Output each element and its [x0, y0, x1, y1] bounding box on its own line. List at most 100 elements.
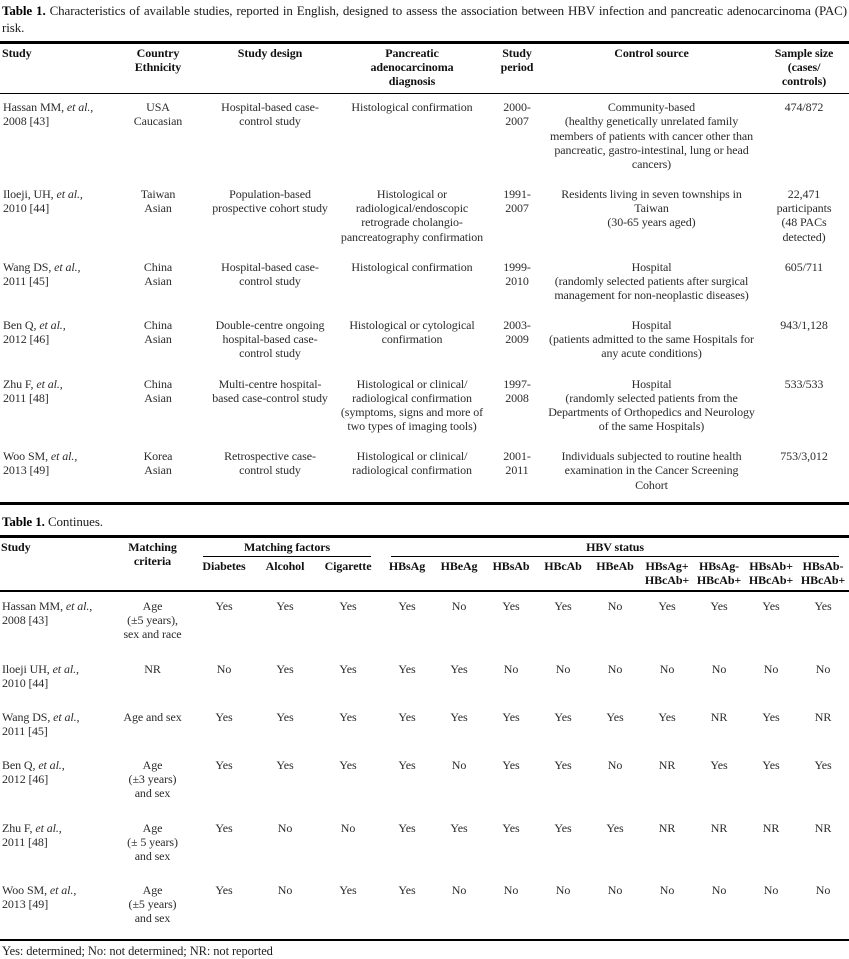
cell-hbsab-pos-hbcab-pos: Yes	[762, 758, 780, 773]
study-name: Zhu F,	[3, 376, 34, 391]
cell-design: Hospital-based case-control study	[221, 100, 319, 129]
col-header-country-ethnicity: Country Ethnicity	[110, 42, 206, 95]
cell-design: Retrospective case-control study	[224, 449, 316, 478]
cell-sample: 22,471 participants (48 PACs detected)	[776, 187, 832, 244]
table1-caption: Table 1. Characteristics of available st…	[0, 0, 849, 41]
cell-hbeab: No	[589, 590, 642, 655]
col-header-alcohol: Alcohol	[265, 558, 305, 573]
cell-control: Hospital (randomly selected patients aft…	[554, 259, 749, 302]
table1-header-row: Study Country Ethnicity Study design Pan…	[0, 42, 849, 95]
continues-text: Continues.	[47, 513, 103, 529]
cell-hbsab-pos-hbcab-pos: Yes	[745, 590, 798, 655]
cell-study: Zhu F, et al., 2011 [48]	[0, 814, 112, 876]
cell-matching-criteria: Age (±5 years) and sex	[128, 883, 177, 926]
cell-hbsag: Yes	[381, 590, 434, 655]
col-header-study: Study	[0, 42, 110, 95]
cell-cigarette: No	[340, 820, 356, 835]
cell-hbeag: No	[451, 758, 467, 773]
cell-diabetes: Yes	[215, 758, 233, 773]
cell-sample: 474/872	[784, 100, 824, 115]
cell-hbeab: No	[607, 758, 623, 773]
group-header-hbv-status: HBV status	[381, 536, 849, 557]
cell-matching-criteria: Age (±3 years) and sex	[128, 758, 177, 801]
cell-matching-criteria: NR	[144, 661, 161, 676]
cell-country: China Asian	[143, 318, 173, 347]
cell-sample: 753/3,012	[780, 449, 828, 464]
cell-diagnosis: Histological confirmation	[351, 259, 473, 274]
cell-hbcab: No	[555, 661, 571, 676]
cell-hbcab: Yes	[554, 820, 572, 835]
cell-hbsab-neg-hbcab-pos: No	[815, 883, 831, 898]
study-year: 2010 [44]	[3, 201, 50, 216]
cell-hbsag-neg-hbcab-pos: NR	[710, 709, 728, 724]
table1: Study Country Ethnicity Study design Pan…	[0, 40, 849, 505]
col-header-hbsag-pos-hbcab-pos: HBsAg+ HBcAb+	[644, 558, 690, 587]
cell-period: 2001- 2011	[503, 449, 531, 478]
cell-matching-criteria: Age (±5 years), sex and race	[112, 590, 193, 655]
table2-header-row-subcols: Diabetes Alcohol Cigarette HBsAg HBeAg H…	[0, 557, 849, 591]
continues-label: Table 1.	[2, 513, 45, 529]
cell-alcohol: No	[277, 820, 293, 835]
cell-hbsab-pos-hbcab-pos: NR	[762, 820, 780, 835]
table2-row: Wang DS, et al., 2011 [45] Age and sex Yes Y…	[0, 703, 849, 751]
col-header-hbsag: HBsAg	[388, 558, 426, 573]
study-name: Ben Q,	[3, 318, 37, 333]
study-year: 2012 [46]	[2, 772, 49, 787]
table1-caption-text: Characteristics of available studies, re…	[2, 3, 847, 35]
cell-country: Taiwan Asian	[140, 187, 176, 216]
col-header-study-period: Study period	[490, 42, 544, 95]
study-etal: et al.,	[49, 883, 77, 898]
cell-study: Iloeji UH, et al., 2010 [44]	[0, 655, 112, 703]
cell-hbsab: No	[503, 883, 519, 898]
cell-hbsag-pos-hbcab-pos: Yes	[658, 709, 676, 724]
cell-sample: 943/1,128	[780, 318, 828, 333]
cell-hbeag: Yes	[450, 661, 468, 676]
table1-caption-label: Table 1.	[2, 3, 46, 18]
cell-diagnosis: Histological or cytological confirmation	[349, 318, 475, 347]
cell-diabetes: No	[216, 661, 232, 676]
cell-cigarette: Yes	[339, 883, 357, 898]
cell-study: Iloeji, UH, et al., 2010 [44]	[0, 181, 110, 254]
col-header-hbsag-neg-hbcab-pos: HBsAg- HBcAb+	[696, 558, 742, 587]
cell-hbsab: Yes	[502, 758, 520, 773]
col-header-matching-criteria: Matching criteria	[128, 539, 177, 568]
table1-continues-caption: Table 1. Continues.	[0, 514, 849, 535]
cell-cigarette: Yes	[315, 590, 382, 655]
col-header-study-design: Study design	[206, 42, 334, 95]
cell-hbsag-pos-hbcab-pos: No	[659, 661, 675, 676]
cell-design: Double-centre ongoing hospital-based cas…	[215, 318, 325, 361]
study-name: Woo SM,	[3, 449, 49, 464]
cell-diabetes: Yes	[215, 709, 233, 724]
cell-matching-criteria: Age and sex	[123, 709, 182, 724]
cell-diagnosis: Histological or radiological/endoscopic …	[340, 187, 484, 244]
cell-period: 2000- 2007	[503, 100, 531, 129]
cell-hbsag-pos-hbcab-pos: NR	[658, 820, 676, 835]
cell-hbeab: Yes	[606, 820, 624, 835]
cell-hbsag-neg-hbcab-pos: No	[711, 883, 727, 898]
cell-hbsab-neg-hbcab-pos: Yes	[797, 590, 849, 655]
cell-design: Population-based prospective cohort stud…	[212, 187, 328, 216]
col-header-hbsab-pos-hbcab-pos: HBsAb+ HBcAb+	[748, 558, 794, 587]
cell-study: Ben Q, et al., 2012 [46]	[0, 751, 112, 813]
cell-hbsab: No	[503, 661, 519, 676]
cell-diabetes: Yes	[193, 590, 255, 655]
table1-row: Woo SM, et al., 2013 [49] Korea Asian Retro…	[0, 443, 849, 503]
table2-row: Iloeji UH, et al., 2010 [44] NR No Yes Yes Yes…	[0, 655, 849, 703]
table1-header: Study Country Ethnicity Study design Pan…	[0, 42, 849, 95]
cell-period: 2003- 2009	[503, 318, 531, 347]
study-name: Wang DS,	[3, 259, 52, 274]
study-etal: et al.,	[38, 758, 65, 773]
study-name: Hassan MM,	[2, 599, 63, 614]
cell-design: Hospital-based case-control study	[221, 259, 319, 288]
study-year: 2010 [44]	[2, 675, 49, 690]
cell-control: Residents living in seven townships in T…	[561, 187, 742, 230]
cell-alcohol: Yes	[276, 709, 294, 724]
cell-hbsab-pos-hbcab-pos: No	[763, 883, 779, 898]
cell-diagnosis: Histological or clinical/ radiological c…	[340, 376, 484, 434]
cell-study: Zhu F, et al., 2011 [48]	[0, 371, 110, 444]
cell-study: Ben Q, et al., 2012 [46]	[0, 312, 110, 370]
hbv-status-label: HBV status	[391, 540, 840, 557]
cell-hbsab: Yes	[485, 590, 538, 655]
cell-study: Wang DS, et al., 2011 [45]	[0, 703, 112, 751]
col-header-hbcab: HBcAb	[544, 558, 582, 573]
